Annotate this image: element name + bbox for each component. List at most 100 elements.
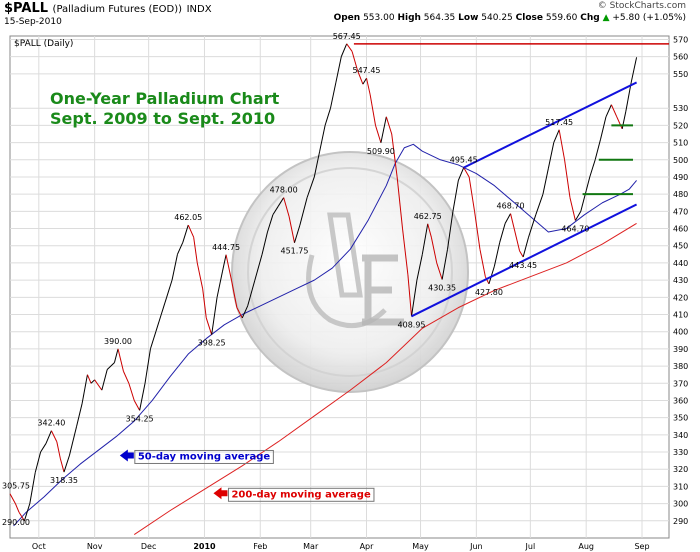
price-segment (81, 374, 88, 404)
price-annotation: 468.70 (497, 202, 525, 211)
price-segment (63, 455, 70, 473)
x-tick-label: Jun (469, 542, 483, 551)
price-segment (45, 430, 52, 444)
price-segment (306, 176, 315, 198)
price-segment (380, 116, 387, 143)
price-annotation: 495.45 (450, 156, 478, 165)
price-segment (176, 242, 184, 255)
price-annotation: 451.75 (280, 247, 308, 256)
price-segment (106, 362, 115, 370)
trendlines (353, 43, 669, 318)
price-segment (351, 51, 358, 71)
x-tick-label: Dec (141, 542, 156, 551)
price-segment (225, 254, 232, 281)
y-tick-label: 550 (673, 70, 688, 79)
quote-date: 15-Sep-2010 (4, 17, 62, 27)
high-label: High (397, 13, 421, 23)
y-tick-label: 350 (673, 414, 688, 423)
price-segment (236, 307, 243, 319)
price-segment (68, 426, 78, 456)
price-segment (155, 314, 162, 332)
price-segment (101, 369, 108, 391)
price-segment (56, 441, 61, 460)
price-segment (133, 400, 141, 411)
legend-50-day-arrow-icon (119, 449, 134, 462)
chart-title-line2: Sept. 2009 to Sept. 2010 (50, 109, 275, 128)
price-segment (294, 224, 301, 243)
price-segment (241, 305, 249, 319)
price-segment (594, 139, 602, 160)
price-segment (299, 197, 308, 226)
price-annotation: 547.45 (353, 66, 381, 75)
price-segment (247, 279, 256, 307)
price-segment (421, 223, 429, 255)
price-segment (261, 231, 268, 255)
price-segment (283, 197, 290, 217)
price-segment (113, 348, 119, 363)
chart-title-line1: One-Year Palladium Chart (50, 89, 280, 108)
y-tick-label: 320 (673, 465, 688, 474)
y-tick-label: 290 (673, 517, 688, 526)
price-segment (160, 297, 168, 315)
price-segment (94, 379, 103, 391)
price-annotation: 517.45 (545, 118, 573, 127)
low-label: Low (458, 13, 479, 23)
price-segment (272, 205, 279, 216)
high-value: 564.35 (423, 13, 456, 23)
y-tick-label: 470 (673, 207, 688, 216)
price-segment (625, 82, 632, 112)
price-segment (324, 108, 331, 126)
price-segment (474, 211, 481, 250)
price-annotation: 509.90 (367, 147, 395, 156)
y-tick-label: 440 (673, 259, 688, 268)
ma50-series (13, 143, 637, 527)
price-segment (504, 213, 511, 224)
ma200-series (133, 222, 637, 535)
price-segment (187, 224, 195, 238)
price-annotation: 462.05 (174, 213, 202, 222)
y-tick-label: 330 (673, 448, 688, 457)
x-tick-label: Jul (525, 542, 536, 551)
price-annotation: 443.45 (509, 261, 537, 270)
ma200-line (133, 222, 637, 535)
price-segment (519, 250, 524, 258)
price-segment (369, 94, 377, 126)
price-series (9, 43, 638, 522)
price-annotation: 318.35 (50, 476, 78, 485)
symbol-title: $PALL (Palladium Futures (EOD)) INDX (4, 1, 212, 16)
price-segment (574, 211, 582, 221)
open-value: 553.00 (363, 13, 395, 23)
price-segment (202, 288, 207, 319)
price-segment (182, 224, 189, 243)
price-annotation: 354.25 (126, 414, 154, 423)
price-segment (14, 503, 20, 513)
instrument-name: (Palladium Futures (EOD)) (52, 4, 183, 15)
price-segment (117, 348, 124, 372)
x-tick-label: Sep (634, 542, 649, 551)
price-segment (29, 472, 36, 504)
x-tick-label: 2010 (193, 542, 216, 551)
price-annotation: 305.75 (2, 482, 30, 491)
price-segment (547, 142, 555, 169)
price-segment (366, 78, 371, 95)
price-segment (447, 211, 454, 250)
price-segment (375, 125, 382, 143)
price-segment (193, 237, 198, 264)
price-annotation: 408.95 (398, 320, 426, 329)
price-segment (319, 125, 326, 152)
y-tick-label: 480 (673, 190, 688, 199)
open-label: Open (333, 13, 361, 23)
price-segment (357, 70, 364, 85)
y-tick-label: 370 (673, 379, 688, 388)
price-segment (122, 371, 130, 384)
close-label: Close (515, 13, 543, 23)
price-annotation: 430.35 (428, 284, 456, 293)
chg-label: Chg (580, 13, 600, 23)
y-tick-label: 460 (673, 225, 688, 234)
brand-watermark: © StockCharts.com (597, 1, 686, 11)
y-tick-label: 500 (673, 156, 688, 165)
panel-label: $PALL (Daily) (14, 39, 73, 49)
x-tick-label: Nov (87, 542, 103, 551)
price-annotation: 567.45 (333, 32, 361, 41)
price-segment (230, 280, 238, 308)
